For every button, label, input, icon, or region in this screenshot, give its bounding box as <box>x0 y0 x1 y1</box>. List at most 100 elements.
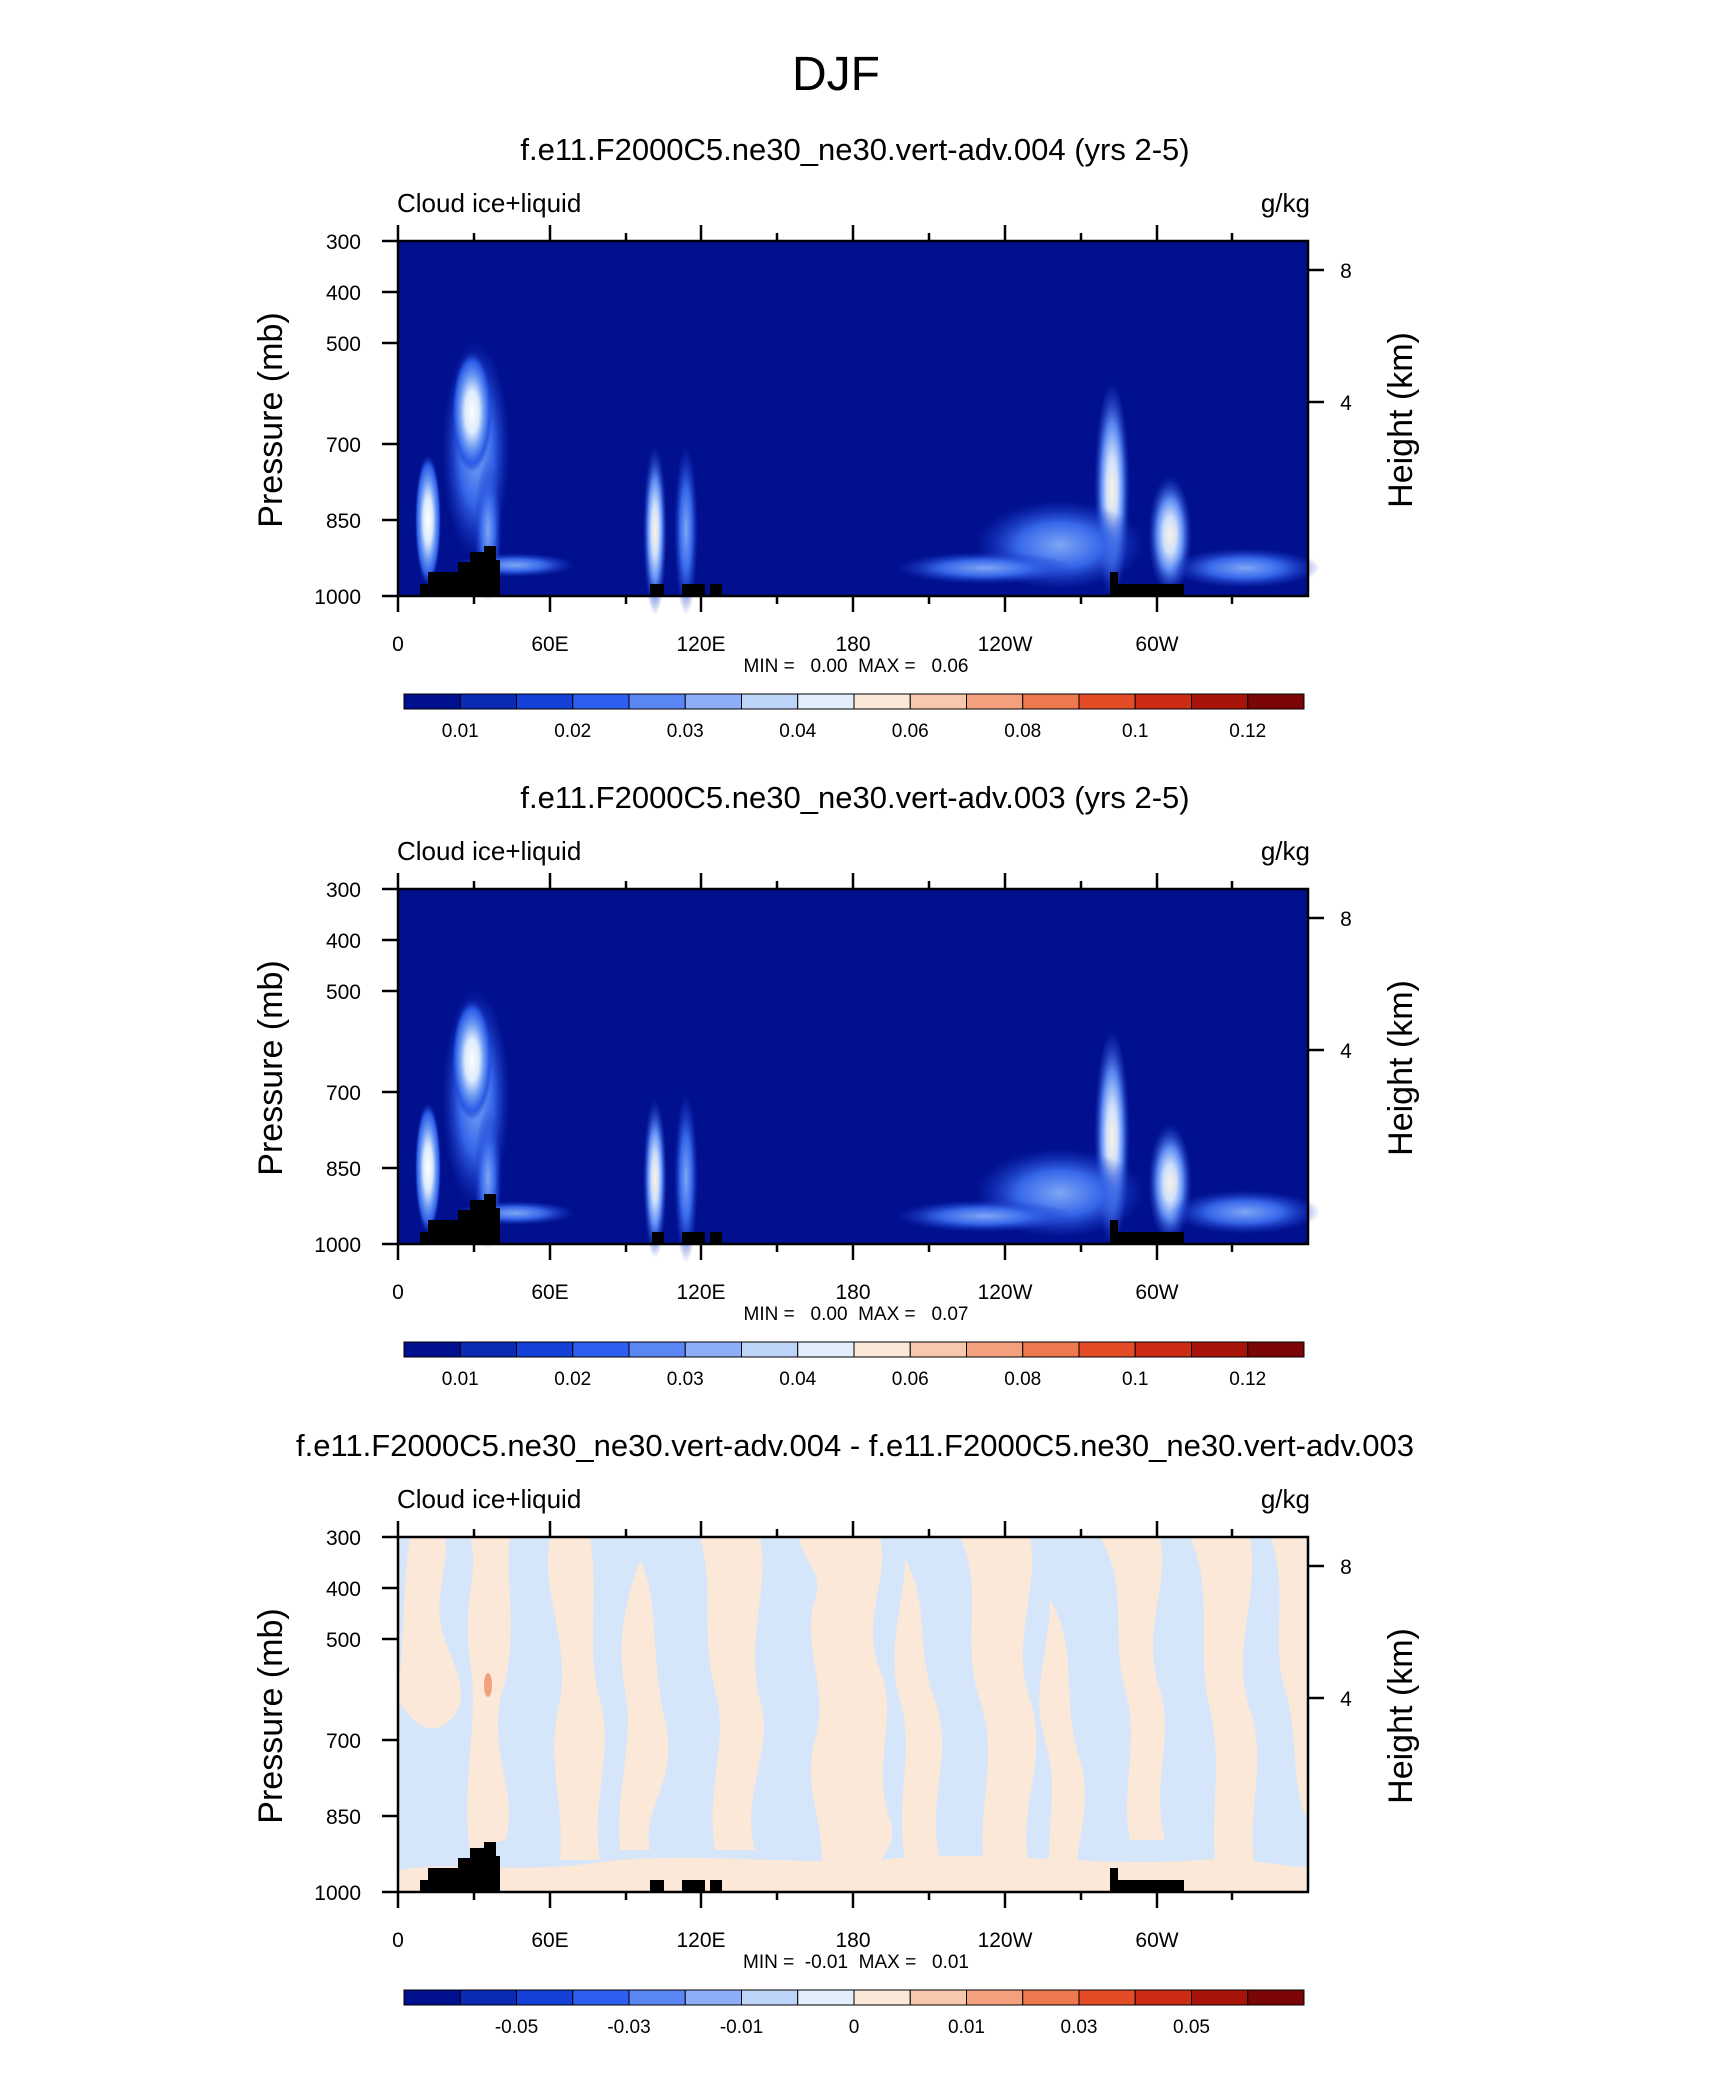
panel-2-ytick-label: 500 <box>326 981 361 1004</box>
panel-1-ytick-right-label: 8 <box>1340 260 1352 283</box>
colorbar-box <box>1134 1341 1192 1358</box>
panel-3-anomaly-region <box>398 1537 462 1729</box>
panel-3-xtick-label: 120W <box>978 1929 1033 1952</box>
panel-1-ytick-label: 700 <box>326 434 361 457</box>
colorbar-box <box>1191 1989 1249 2006</box>
panel-2-stats: MIN = 0.00 MAX = 0.07 <box>744 1304 969 1325</box>
panel-3-ytick-right-label: 4 <box>1340 1688 1352 1711</box>
panel-1-blob-maritime-1 <box>643 445 667 615</box>
panel-1-ytick-label: 400 <box>326 282 361 305</box>
panel-1-units-label: g/kg <box>1261 188 1310 218</box>
panel-3-anomaly-region <box>547 1537 605 1860</box>
colorbar-label: 0 <box>849 2017 860 2038</box>
panel-2-plot-area <box>382 873 1324 1263</box>
panel-2-ytick-label: 300 <box>326 879 361 902</box>
colorbar-box <box>1078 693 1136 710</box>
panel-1-blob-west-africa <box>415 455 441 585</box>
colorbar-box <box>1247 693 1305 710</box>
panel-2-ytick-label: 700 <box>326 1082 361 1105</box>
colorbar-box <box>1022 1989 1080 2006</box>
panel-3-y-tick-labels: 300 400 500 700 850 1000 8 4 <box>314 1527 1352 1905</box>
colorbar-box <box>403 693 461 710</box>
panel-1-xtick-label: 60E <box>531 633 568 656</box>
colorbar-label: 0.08 <box>1004 1369 1041 1390</box>
colorbar-box <box>853 1341 911 1358</box>
panel-2: f.e11.F2000C5.ne30_ne30.vert-adv.003 (yr… <box>252 780 1420 1390</box>
panel-2-y-axis-right-label: Height (km) <box>1382 980 1420 1156</box>
panel-1-y-axis-label: Pressure (mb) <box>252 312 290 527</box>
colorbar-box <box>1247 1341 1305 1358</box>
panel-2-title: f.e11.F2000C5.ne30_ne30.vert-adv.003 (yr… <box>520 780 1189 815</box>
colorbar-box <box>628 693 686 710</box>
colorbar-box <box>516 1341 574 1358</box>
colorbar-box <box>741 1989 799 2006</box>
colorbar-box <box>797 1989 855 2006</box>
panel-2-xtick-label: 120E <box>676 1281 725 1304</box>
panel-3-x-tick-labels: 0 60E 120E 180 120W 60W <box>392 1929 1179 1952</box>
panel-3-positive-anomalies <box>398 1537 1308 1892</box>
panel-3-anomaly-region <box>1100 1537 1165 1840</box>
colorbar-box <box>684 1989 742 2006</box>
panel-1-xtick-label: 120E <box>676 633 725 656</box>
figure-title: DJF <box>792 48 880 101</box>
panel-2-blob-west-africa <box>415 1103 441 1233</box>
panel-2-blob-atlantic-low <box>1170 1190 1320 1234</box>
colorbar-box <box>516 693 574 710</box>
panel-1-ytick-label: 500 <box>326 333 361 356</box>
colorbar-box <box>853 1989 911 2006</box>
colorbar-box <box>516 1989 574 2006</box>
colorbar-box <box>459 1989 517 2006</box>
colorbar-box <box>1078 1989 1136 2006</box>
colorbar-box <box>909 1989 967 2006</box>
panel-2-blob-east-africa-core <box>452 1000 492 1120</box>
colorbar-label: 0.12 <box>1229 1369 1266 1390</box>
colorbar-label: -0.03 <box>607 2017 650 2038</box>
colorbar-box <box>1022 693 1080 710</box>
colorbar-label: 0.02 <box>554 1369 591 1390</box>
panel-2-colorbar: 0.01 0.02 0.03 0.04 0.06 0.08 0.1 0.12 <box>403 1341 1305 1390</box>
panel-2-units-label: g/kg <box>1261 836 1310 866</box>
colorbar-box <box>1078 1341 1136 1358</box>
panel-3-units-label: g/kg <box>1261 1484 1310 1514</box>
panel-3: f.e11.F2000C5.ne30_ne30.vert-adv.004 - f… <box>252 1428 1420 2038</box>
colorbar-box <box>1247 1989 1305 2006</box>
panel-3-plot-area <box>382 1521 1324 1908</box>
panel-1-topography <box>420 546 1184 596</box>
panel-3-ytick-label: 700 <box>326 1730 361 1753</box>
panel-3-title: f.e11.F2000C5.ne30_ne30.vert-adv.004 - f… <box>296 1428 1414 1463</box>
colorbar-label: 0.06 <box>892 1369 929 1390</box>
panel-2-x-tick-labels: 0 60E 120E 180 120W 60W <box>392 1281 1179 1304</box>
panel-1-ytick-right-label: 4 <box>1340 392 1352 415</box>
panel-1-colorbar: 0.01 0.02 0.03 0.04 0.06 0.08 0.1 0.12 <box>403 693 1305 742</box>
panel-2-ytick-label: 850 <box>326 1158 361 1181</box>
colorbar-box <box>572 1989 630 2006</box>
panel-2-ytick-right-label: 8 <box>1340 908 1352 931</box>
colorbar-box <box>741 693 799 710</box>
colorbar-box <box>572 1341 630 1358</box>
colorbar-label: 0.03 <box>1061 2017 1098 2038</box>
panel-3-ytick-label: 500 <box>326 1629 361 1652</box>
panel-1-variable-label: Cloud ice+liquid <box>397 188 581 218</box>
panel-1-xtick-label: 0 <box>392 633 404 656</box>
panel-2-xtick-label: 180 <box>835 1281 870 1304</box>
panel-3-xtick-label: 60W <box>1135 1929 1178 1952</box>
colorbar-box <box>741 1341 799 1358</box>
panel-1-blob-pacific-low <box>895 552 1075 584</box>
panel-3-y-axis-right-label: Height (km) <box>1382 1628 1420 1804</box>
panel-2-blob-maritime-2 <box>674 1093 698 1263</box>
panel-1-ytick-label: 1000 <box>314 586 361 609</box>
panel-3-anomaly-region <box>1270 1537 1308 1820</box>
panel-3-xtick-label: 0 <box>392 1929 404 1952</box>
colorbar-box <box>459 693 517 710</box>
panel-3-anomaly-region <box>619 1560 669 1850</box>
panel-2-ytick-label: 400 <box>326 930 361 953</box>
colorbar-box <box>966 1989 1024 2006</box>
panel-3-ytick-label: 300 <box>326 1527 361 1550</box>
colorbar-label: 0.02 <box>554 721 591 742</box>
panel-3-anomaly-region <box>960 1537 1037 1870</box>
panel-2-xtick-label: 120W <box>978 1281 1033 1304</box>
colorbar-label: 0.08 <box>1004 721 1041 742</box>
panel-1-field-features <box>415 340 1320 615</box>
panel-3-stats: MIN = -0.01 MAX = 0.01 <box>743 1952 969 1973</box>
